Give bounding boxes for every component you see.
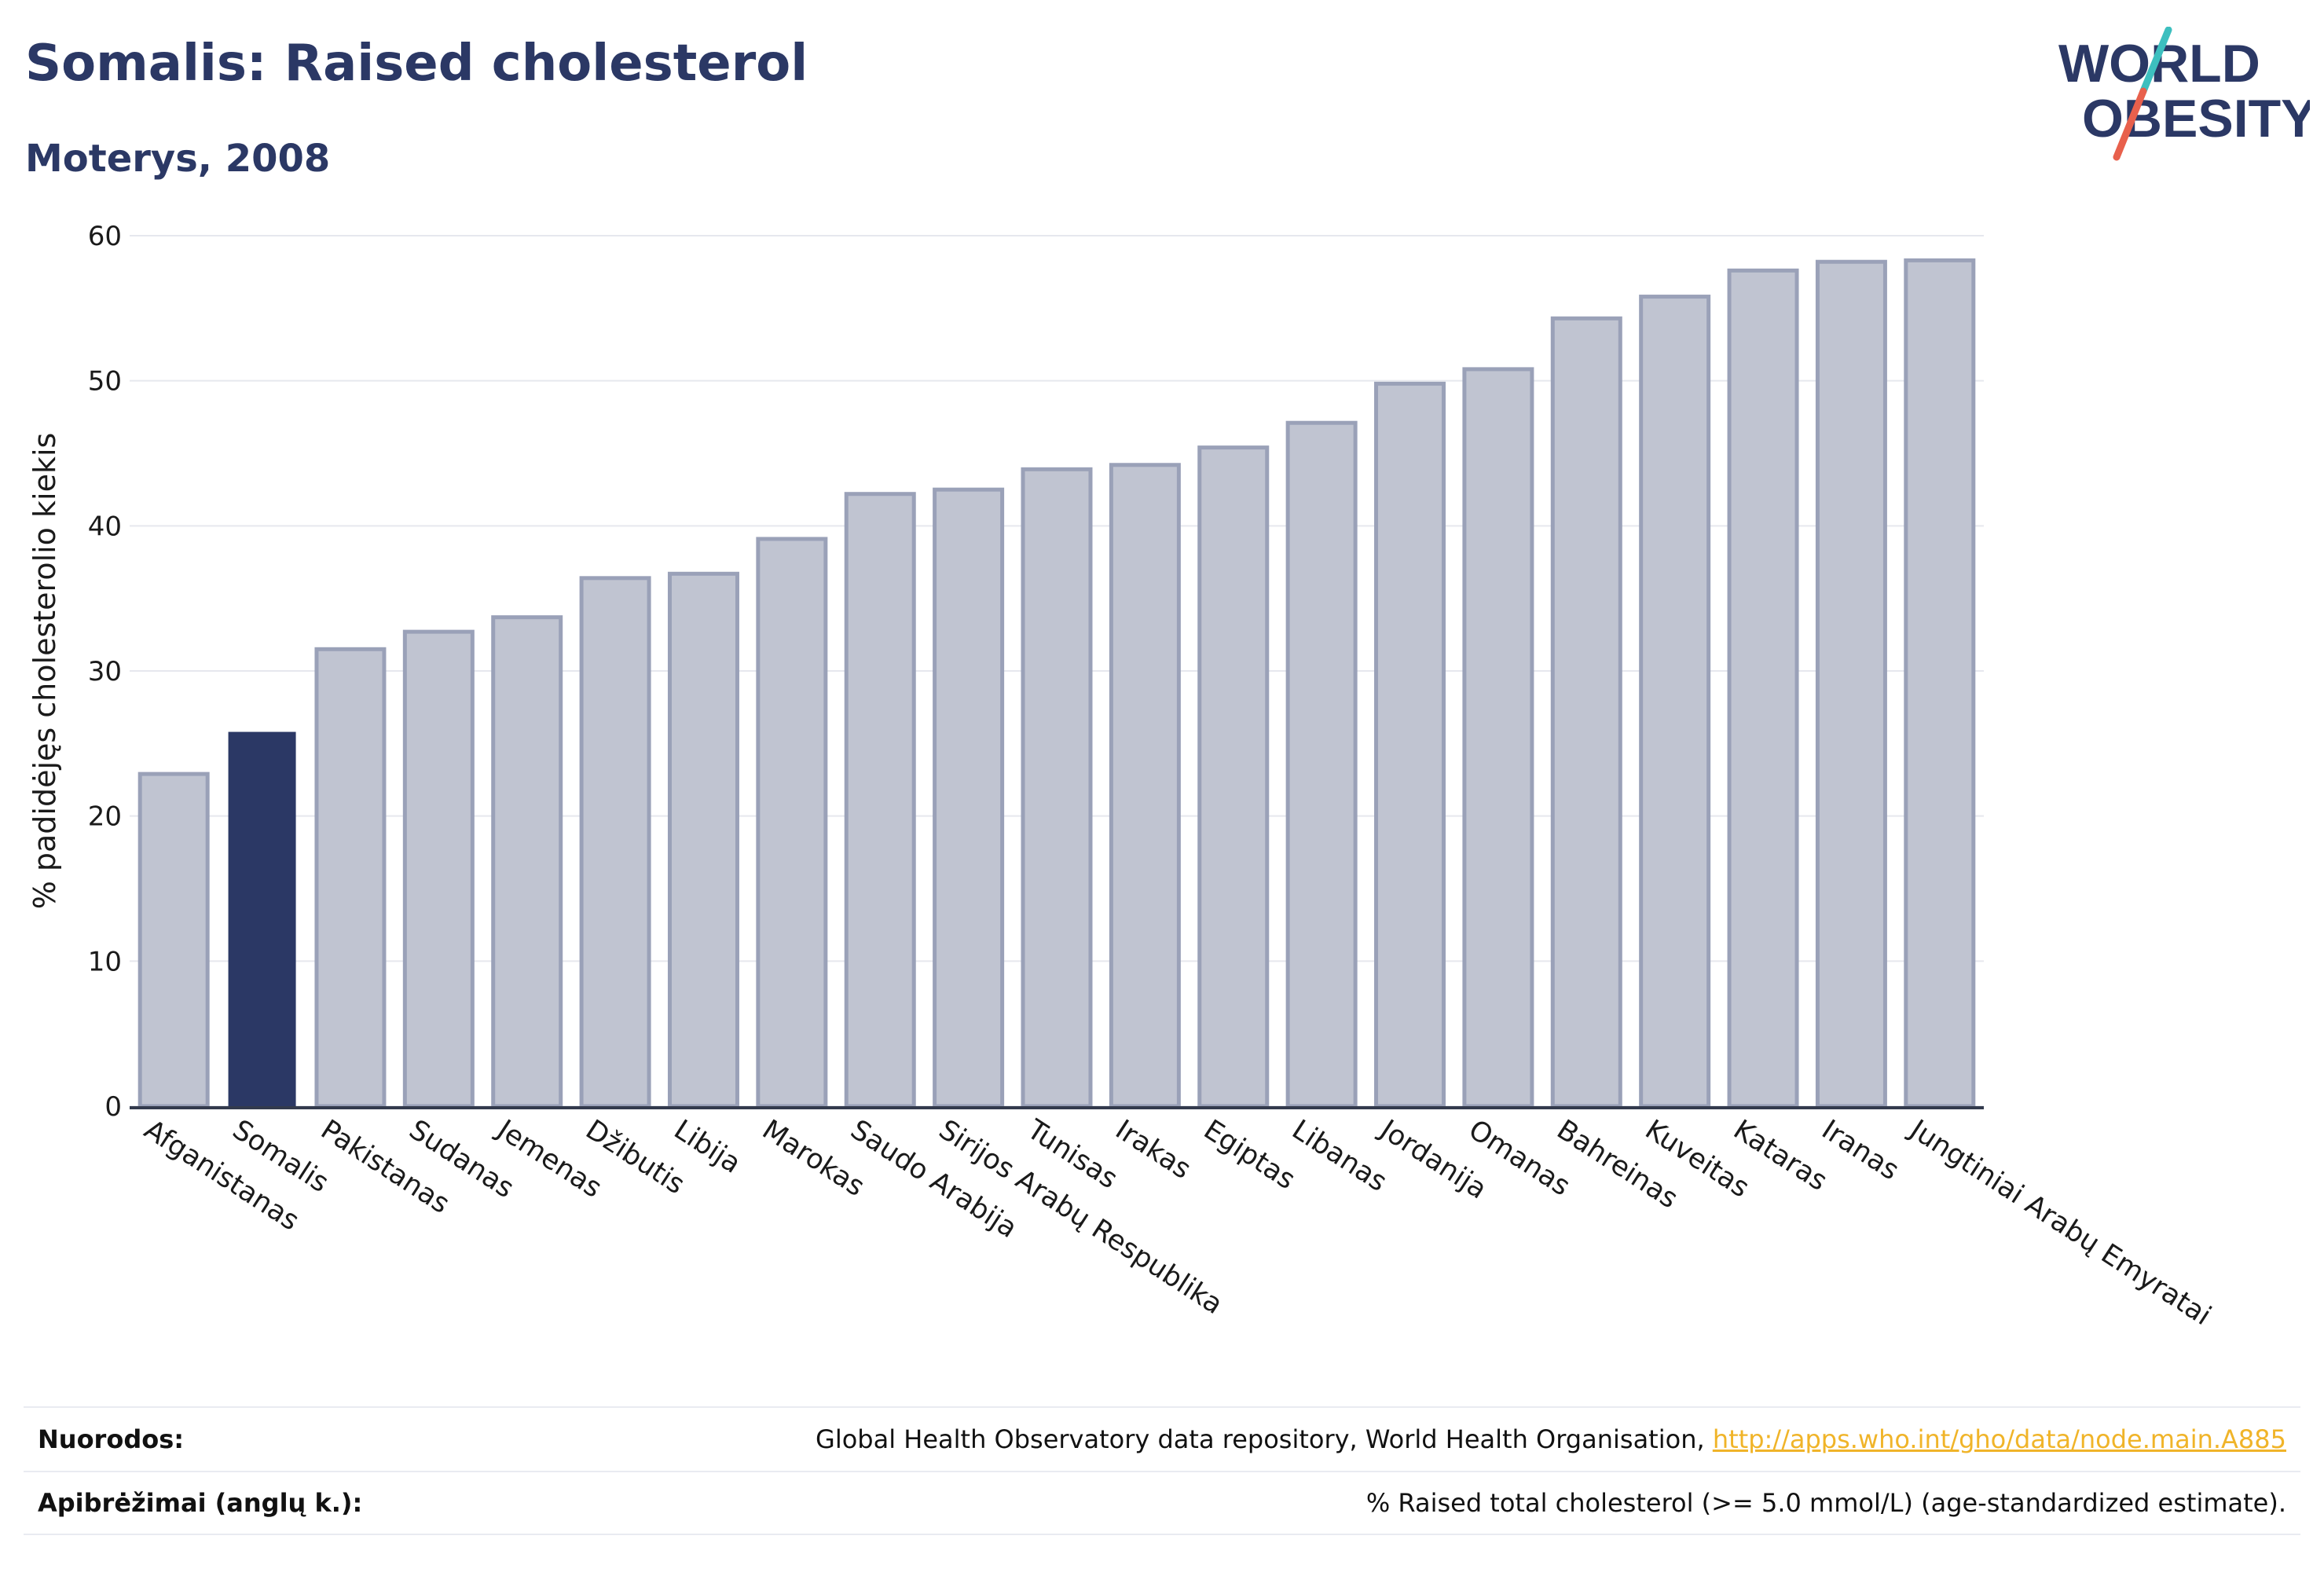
y-tick-label: 60 — [88, 221, 122, 252]
x-tick-label: Irakas — [1109, 1114, 1196, 1186]
x-tick-label: Libanas — [1286, 1114, 1392, 1198]
bar-21 — [1904, 258, 1976, 1109]
bars — [137, 258, 1976, 1109]
definitions-row: Apibrėžimai (anglų k.): % Raised total c… — [24, 1471, 2300, 1535]
y-tick-label: 10 — [88, 946, 122, 977]
bar-7 — [667, 571, 739, 1109]
bar-16 — [1462, 367, 1534, 1109]
y-axis-ticks: 0 10 20 30 40 50 60 — [88, 221, 122, 1123]
bar-14 — [1285, 420, 1358, 1109]
logo-slash-teal — [2139, 27, 2172, 95]
bar-20 — [1815, 259, 1887, 1109]
sources-label: Nuorodos: — [38, 1424, 185, 1454]
bar-5 — [491, 615, 563, 1109]
y-tick-label: 50 — [88, 366, 122, 398]
bar-9 — [844, 492, 916, 1109]
bar-19 — [1727, 268, 1799, 1109]
sources-link[interactable]: http://apps.who.int/gho/data/node.main.A… — [1712, 1424, 2286, 1454]
logo-slash-coral — [2113, 87, 2147, 161]
bar-15 — [1374, 381, 1446, 1109]
bar-chart: 0 10 20 30 40 50 60 AfganistanasSomalisPakista… — [27, 221, 2216, 1332]
definitions-label: Apibrėžimai (anglų k.): — [38, 1488, 363, 1518]
world-obesity-logo: WORLD OBESITY — [2058, 27, 2310, 161]
bar-3 — [314, 647, 387, 1109]
x-tick-label: Jungtiniai Arabų Emyratai — [1903, 1113, 2216, 1332]
y-axis-label: % padidėjęs cholesterolio kiekis — [27, 433, 62, 910]
bar-13 — [1197, 445, 1270, 1109]
bar-1 — [137, 772, 210, 1109]
sources-text: Global Health Observatory data repositor… — [816, 1424, 1713, 1454]
logo-line2: OBESITY — [2082, 89, 2310, 148]
y-tick-label: 40 — [88, 511, 122, 542]
sources-row: Nuorodos: Global Health Observatory data… — [24, 1406, 2300, 1471]
bar-2 — [228, 731, 296, 1106]
bar-17 — [1550, 316, 1622, 1109]
bar-8 — [756, 537, 828, 1109]
bar-6 — [579, 576, 651, 1109]
bar-10 — [933, 487, 1005, 1109]
chart-title: Somalis: Raised cholesterol — [25, 35, 808, 93]
footer: Nuorodos: Global Health Observatory data… — [24, 1406, 2300, 1535]
y-tick-label: 0 — [104, 1091, 122, 1123]
bar-12 — [1109, 463, 1181, 1109]
x-tick-label: Afganistanas — [138, 1114, 304, 1237]
bar-18 — [1639, 295, 1711, 1109]
definitions-value: % Raised total cholesterol (>= 5.0 mmol/… — [1365, 1488, 2286, 1518]
sources-value: Global Health Observatory data repositor… — [816, 1424, 2286, 1454]
y-tick-label: 20 — [88, 801, 122, 833]
chart-subtitle: Moterys, 2008 — [25, 137, 331, 181]
x-axis-labels: AfganistanasSomalisPakistanasSudanasJeme… — [138, 1113, 2216, 1332]
bar-11 — [1021, 467, 1093, 1109]
bar-4 — [402, 629, 475, 1109]
y-tick-label: 30 — [88, 656, 122, 687]
x-tick-label: Egiptas — [1198, 1114, 1301, 1196]
